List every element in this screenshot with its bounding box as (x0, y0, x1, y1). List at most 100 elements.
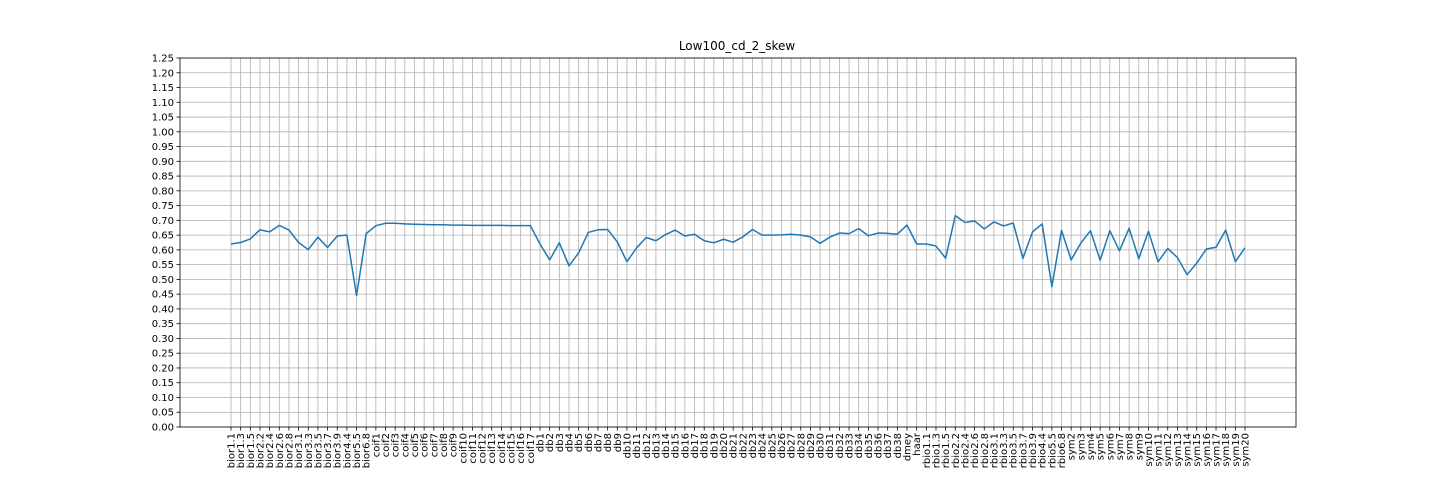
x-tick-label: db37 (883, 433, 894, 458)
x-tick-label: db20 (719, 433, 730, 458)
x-tick-label: sym2 (1067, 433, 1078, 460)
x-tick-label: sym11 (1154, 433, 1165, 467)
x-tick-label: rbio4.4 (1038, 433, 1049, 468)
y-tick-label: 1.25 (152, 54, 174, 65)
y-tick-label: 0.70 (152, 216, 174, 227)
x-tick-label: coif1 (371, 433, 382, 457)
x-tick-label: coif2 (381, 433, 392, 457)
x-tick-label: sym4 (1086, 433, 1097, 460)
series-line (230, 214, 1246, 297)
y-tick-label: 1.20 (152, 68, 174, 79)
x-tick-label: coif10 (458, 433, 469, 464)
y-tick-label: 0.60 (152, 245, 174, 256)
x-tick-label: coif16 (516, 433, 527, 464)
x-tick-label: rbio3.9 (1028, 433, 1039, 468)
y-tick-label: 0.25 (152, 349, 174, 360)
x-tick-label: db18 (700, 433, 711, 458)
x-tick-label: sym13 (1173, 433, 1184, 467)
x-tick-label: db30 (816, 433, 827, 458)
x-tick-label: bior3.3 (304, 433, 315, 468)
x-tick-label: db23 (748, 433, 759, 458)
x-tick-label: rbio1.1 (922, 433, 933, 468)
x-tick-label: bior3.9 (333, 433, 344, 468)
x-tick-label: db13 (651, 433, 662, 458)
x-tick-label: bior2.4 (265, 433, 276, 468)
x-tick-label: db17 (690, 433, 701, 458)
x-tick-label: sym12 (1163, 433, 1174, 467)
x-tick-label: coif4 (400, 433, 411, 457)
x-tick-label: coif17 (526, 433, 537, 464)
x-tick-label: coif5 (410, 433, 421, 457)
y-tick-label: 1.00 (152, 127, 174, 138)
x-tick-label: sym8 (1125, 433, 1136, 460)
x-tick-label: db4 (565, 433, 576, 452)
y-tick-label: 0.50 (152, 275, 174, 286)
x-tick-label: rbio6.8 (1057, 433, 1068, 468)
y-tick-label: 0.05 (152, 408, 174, 419)
x-tick-label: coif15 (507, 433, 518, 464)
y-tick-label: 0.55 (152, 260, 174, 271)
x-tick-label: haar (912, 432, 923, 456)
plot-area-frame (179, 57, 1297, 428)
x-tick-label: bior2.2 (255, 433, 266, 468)
x-tick-label: rbio2.4 (960, 433, 971, 468)
x-tick-label: db6 (584, 433, 595, 452)
x-tick-label: sym9 (1134, 433, 1145, 460)
y-tick-label: 0.40 (152, 304, 174, 315)
x-tick-label: db38 (893, 433, 904, 458)
x-tick-label: db14 (661, 433, 672, 458)
grid (180, 57, 1296, 428)
x-tick-label: coif14 (497, 433, 508, 464)
x-tick-label: rbio2.2 (951, 433, 962, 468)
x-tick-label: bior2.8 (284, 433, 295, 468)
x-tick-label: coif8 (439, 433, 450, 457)
x-tick-label: db3 (555, 433, 566, 452)
y-tick-label: 1.05 (152, 113, 174, 124)
x-tick-label: bior2.6 (275, 433, 286, 468)
y-tick-label: 0.45 (152, 290, 174, 301)
x-tick-label: db22 (738, 433, 749, 458)
y-tick-label: 1.10 (152, 98, 174, 109)
x-tick-label: sym20 (1241, 433, 1252, 467)
x-tick-label: db35 (864, 433, 875, 458)
x-tick-label: db29 (806, 433, 817, 458)
x-tick-label: coif12 (478, 433, 489, 464)
x-tick-label: sym17 (1212, 433, 1223, 467)
x-tick-label: db15 (671, 433, 682, 458)
y-tick-label: 0.65 (152, 231, 174, 242)
y-tick-label: 0.20 (152, 363, 174, 374)
x-tick-label: coif3 (391, 433, 402, 457)
y-tick-label: 0.15 (152, 378, 174, 389)
x-tick-label: rbio3.3 (999, 433, 1010, 468)
x-tick-label: db16 (680, 433, 691, 458)
x-tick-label: sym19 (1231, 433, 1242, 467)
x-tick-label: db10 (622, 433, 633, 458)
x-tick-label: db31 (825, 433, 836, 458)
chart-title: Low100_cd_2_skew (679, 39, 796, 53)
x-tick-label: db33 (845, 433, 856, 458)
x-tick-label: rbio2.6 (970, 433, 981, 468)
series-layer (230, 214, 1246, 297)
x-tick-label: rbio5.5 (1047, 433, 1058, 468)
x-tick-label: bior1.3 (236, 433, 247, 468)
x-tick-label: dmey (903, 433, 914, 461)
x-tick-label: sym7 (1115, 433, 1126, 460)
x-tick-label: bior3.7 (323, 433, 334, 468)
x-tick-label: bior4.4 (342, 433, 353, 468)
x-tick-label: coif9 (449, 433, 460, 457)
x-tick-label: bior6.8 (362, 433, 373, 468)
x-tick-label: coif11 (468, 433, 479, 464)
x-tick-label: rbio3.5 (1009, 433, 1020, 468)
y-tick-label: 0.95 (152, 142, 174, 153)
x-tick-label: rbio1.3 (931, 433, 942, 468)
x-tick-label: db21 (729, 433, 740, 458)
x-tick-label: bior5.5 (352, 433, 363, 468)
x-tick-label: sym10 (1144, 433, 1155, 467)
x-tick-label: rbio3.7 (1018, 433, 1029, 468)
x-tick-label: db32 (835, 433, 846, 458)
x-tick-label: db25 (767, 433, 778, 458)
x-tick-label: rbio3.1 (989, 433, 1000, 468)
x-tick-label: bior1.1 (227, 433, 238, 468)
x-tick-label: sym18 (1221, 433, 1232, 467)
